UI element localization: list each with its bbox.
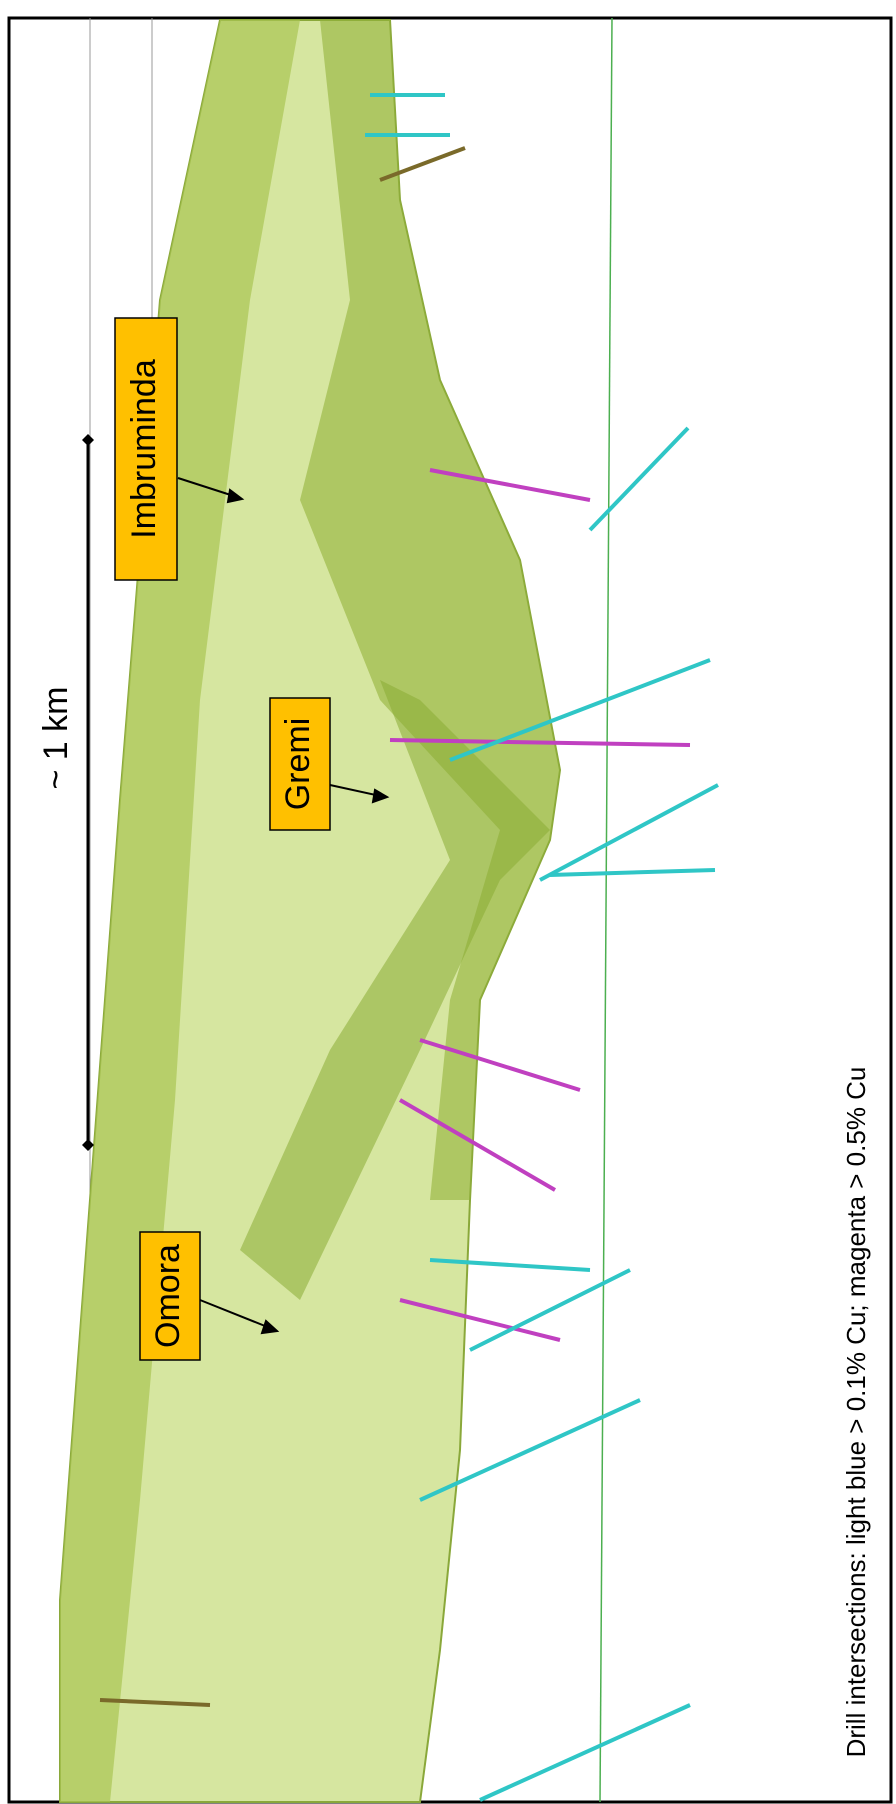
- site-label: Imbruminda: [125, 359, 163, 539]
- arrow-head: [371, 788, 390, 804]
- arrow-head: [260, 1319, 280, 1335]
- drill-hole: [549, 868, 716, 877]
- site-label: Gremi: [279, 718, 317, 811]
- drill-holes: [99, 93, 719, 1802]
- drill-hole: [479, 1703, 691, 1802]
- scale-label: ~ 1 km: [37, 687, 75, 790]
- drill-hole: [398, 1098, 557, 1192]
- label-box: [114, 317, 178, 581]
- drill-hole: [539, 783, 719, 882]
- drill-hole: [389, 738, 691, 747]
- terrain-band: [240, 680, 550, 1300]
- drill-hole: [419, 1038, 581, 1092]
- drill-hole: [429, 468, 591, 502]
- drill-hole: [419, 1398, 641, 1502]
- label-box: [139, 1231, 201, 1361]
- arrow: [199, 1299, 276, 1331]
- drill-hole: [399, 1298, 561, 1342]
- drill-hole: [449, 658, 711, 762]
- drill-hole: [379, 146, 466, 182]
- caption: Drill intersections: light blue > 0.1% C…: [841, 1067, 871, 1758]
- drill-hole: [469, 1268, 631, 1352]
- drill-hole: [99, 1698, 211, 1707]
- label-box: [269, 697, 331, 831]
- scale-bar-end: [82, 434, 94, 446]
- scale-bar-end: [82, 1139, 94, 1151]
- reference-line: [599, 17, 613, 1803]
- arrows: [177, 477, 390, 1335]
- arrow-head: [226, 488, 245, 504]
- drill-hole: [588, 426, 690, 532]
- terrain-band: [300, 20, 560, 1200]
- terrain-band: [60, 20, 300, 1802]
- site-label: Omora: [149, 1244, 187, 1348]
- drill-hole: [429, 1258, 591, 1272]
